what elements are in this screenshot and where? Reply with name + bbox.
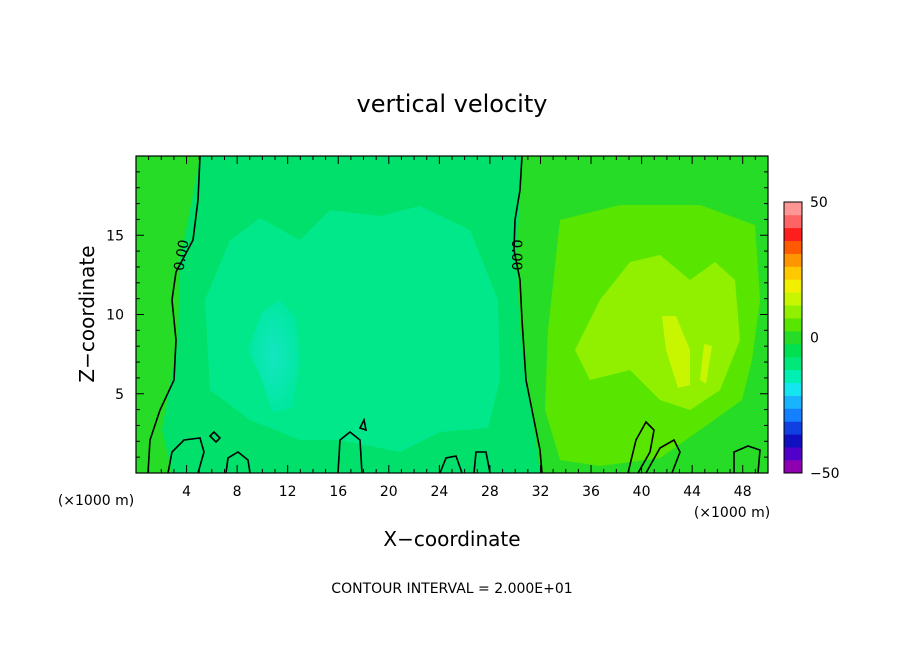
colorbar-swatch	[784, 292, 802, 306]
colorbar-swatch	[784, 421, 802, 435]
x-tick-label: 24	[430, 484, 448, 500]
x-tick-label: 4	[182, 484, 191, 500]
y-tick-label: 15	[106, 228, 124, 244]
chart-title: vertical velocity	[357, 90, 548, 118]
colorbar-swatch	[784, 395, 802, 409]
x-tick-label: 48	[734, 484, 752, 500]
x-unit-right: (×1000 m)	[694, 505, 770, 521]
colorbar-swatch	[784, 202, 802, 216]
contour-label-east: 0.00	[508, 239, 524, 270]
colorbar-swatch	[784, 305, 802, 319]
x-tick-label: 20	[380, 484, 398, 500]
x-tick-label: 40	[633, 484, 651, 500]
closed-contour-1	[167, 437, 205, 473]
zero-contours	[147, 156, 761, 473]
colorbar-swatch	[784, 214, 802, 229]
colorbar-swatch	[784, 279, 802, 293]
colorbar-swatch	[784, 266, 802, 280]
colorbar-swatch	[784, 369, 802, 383]
colorbar-swatch	[784, 447, 802, 461]
colorbar	[783, 201, 803, 474]
closed-contour-10	[733, 445, 761, 473]
y-tick-label: 10	[106, 308, 124, 324]
zero-contour-west	[147, 156, 201, 473]
closed-contour-7	[473, 451, 491, 473]
updraft-core-region	[575, 255, 740, 410]
updraft-strong-region	[662, 316, 690, 388]
closed-contour-8	[627, 420, 655, 473]
closed-contour-5	[358, 417, 368, 432]
colorbar-swatch	[784, 408, 802, 422]
colorbar-label: 0	[810, 331, 819, 347]
closed-contour-4	[337, 430, 363, 473]
updraft-strong-region-2	[700, 344, 712, 384]
x-tick-label: 32	[532, 484, 550, 500]
contour-label-west: 0.00	[171, 239, 192, 272]
colorbar-swatch	[784, 343, 802, 358]
downdraft-core-region	[205, 206, 500, 452]
closed-contour-6	[439, 455, 463, 473]
x-tick-label: 8	[233, 484, 242, 500]
colorbar-swatch	[784, 253, 802, 267]
y-axis-label: Z−coordinate	[75, 245, 99, 382]
colorbar-swatch	[784, 382, 802, 396]
contour-interval-note: CONTOUR INTERVAL = 2.000E+01	[331, 581, 572, 597]
colorbar-swatch	[784, 240, 802, 254]
closed-contour-2	[208, 430, 222, 444]
x-tick-label: 36	[582, 484, 600, 500]
colorbar-swatch	[784, 331, 802, 345]
colorbar-labels: 50 0 −50	[810, 195, 840, 482]
closed-contour-3	[225, 451, 251, 473]
x-tick-label: 28	[481, 484, 499, 500]
colorbar-swatch	[784, 434, 802, 448]
x-unit-left: (×1000 m)	[58, 493, 134, 509]
x-tick-label: 12	[279, 484, 297, 500]
colorbar-label: −50	[810, 466, 840, 482]
colorbar-swatch	[784, 460, 802, 474]
colorbar-swatch	[784, 356, 802, 371]
axis-ticks	[136, 156, 768, 473]
x-axis-label: X−coordinate	[383, 527, 520, 551]
y-tick-label: 5	[115, 387, 124, 403]
downdraft-strong-region	[248, 300, 300, 412]
colorbar-swatch	[784, 227, 802, 242]
closed-contour-9	[645, 438, 681, 473]
plot-area: 0.00 0.00	[136, 156, 768, 473]
colorbar-frame	[783, 201, 803, 474]
colorbar-label: 50	[810, 195, 828, 211]
zero-contour-east	[513, 156, 543, 473]
x-tick-label: 44	[683, 484, 701, 500]
x-tick-label: 16	[329, 484, 347, 500]
colorbar-swatch	[784, 318, 802, 332]
